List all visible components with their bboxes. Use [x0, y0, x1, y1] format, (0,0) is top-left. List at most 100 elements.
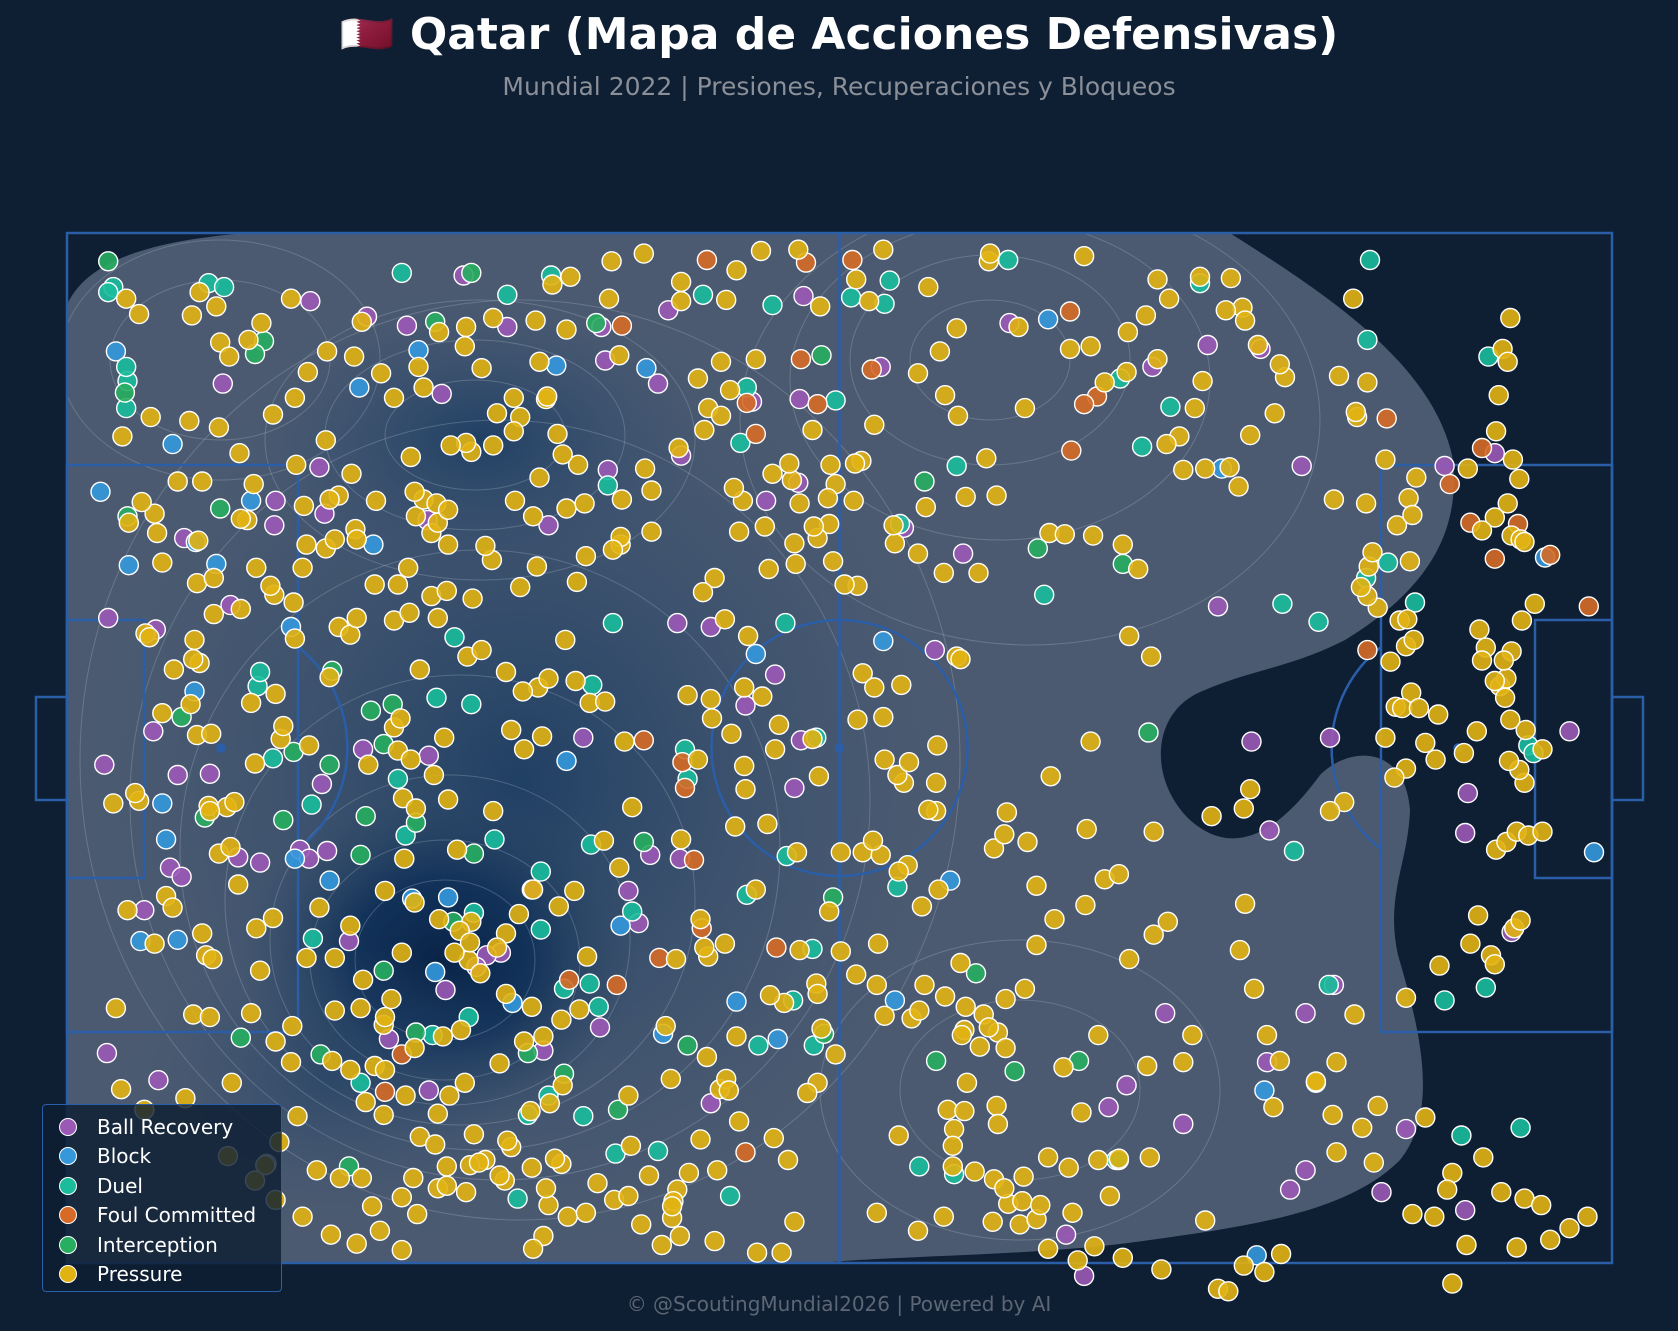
point-pressure — [526, 556, 548, 577]
point-pressure — [557, 1206, 578, 1227]
point-pressure — [1017, 831, 1038, 853]
point-block — [90, 481, 111, 502]
point-pressure — [221, 1072, 243, 1094]
point-interception — [965, 963, 987, 984]
point-pressure — [1243, 978, 1265, 999]
point-pressure — [535, 1178, 557, 1199]
point-pressure — [1460, 933, 1481, 954]
point-pressure — [918, 276, 939, 298]
point-pressure — [265, 1031, 286, 1052]
point-pressure — [1532, 739, 1553, 760]
point-block — [556, 750, 577, 772]
point-duel — [579, 973, 600, 994]
point-pressure — [428, 321, 450, 343]
point-pressure — [229, 443, 250, 464]
point-interception — [1138, 722, 1159, 743]
point-pressure — [1037, 1147, 1059, 1168]
point-pressure — [1127, 558, 1149, 580]
point-pressure — [1234, 893, 1256, 914]
point-pressure — [700, 688, 721, 710]
point-block — [240, 490, 262, 511]
point-pressure — [521, 1157, 542, 1178]
legend-label: Interception — [97, 1232, 218, 1257]
point-pressure — [1076, 818, 1097, 840]
point-pressure — [1156, 433, 1177, 455]
point-pressure — [163, 659, 185, 680]
point-ball-recovery — [755, 490, 777, 511]
point-pressure — [513, 739, 535, 760]
point-pressure — [934, 986, 956, 1007]
point-pressure — [888, 1125, 909, 1146]
point-pressure — [103, 793, 124, 814]
point-duel — [909, 1156, 930, 1177]
point-pressure — [1239, 779, 1261, 800]
point-pressure — [745, 879, 766, 900]
point-pressure — [737, 625, 759, 647]
point-pressure — [696, 1046, 718, 1068]
point-pressure — [1182, 1024, 1203, 1046]
point-pressure — [454, 336, 475, 357]
point-pressure — [1088, 1149, 1109, 1171]
point-pressure — [282, 1015, 303, 1037]
point-ball-recovery — [1457, 782, 1479, 804]
point-pressure — [539, 1093, 560, 1114]
point-block — [162, 433, 183, 455]
point-pressure — [950, 952, 971, 974]
point-block — [152, 793, 173, 814]
point-duel — [602, 612, 624, 634]
point-block — [767, 1028, 788, 1050]
point-pressure — [459, 932, 481, 953]
point-pressure — [1323, 489, 1345, 510]
left-goal — [34, 695, 69, 802]
point-pressure — [789, 939, 810, 961]
point-interception — [463, 843, 485, 864]
point-pressure — [1424, 1206, 1445, 1227]
point-foul-committed — [1484, 548, 1506, 569]
point-pressure — [1112, 1247, 1134, 1269]
point-foul-committed — [374, 1081, 396, 1103]
point-pressure — [1442, 1273, 1463, 1294]
point-pressure — [409, 659, 430, 680]
point-pressure — [1014, 397, 1036, 419]
point-ball-recovery — [435, 979, 456, 1001]
point-pressure — [522, 879, 544, 900]
point-pressure — [1118, 948, 1140, 970]
point-pressure — [444, 942, 465, 963]
point-pressure — [1270, 1243, 1292, 1265]
point-pressure — [1498, 750, 1520, 772]
point-pressure — [1500, 709, 1521, 730]
point-pressure — [1139, 1147, 1161, 1168]
legend-item-duel: Duel — [59, 1171, 281, 1201]
point-ball-recovery — [1154, 1003, 1176, 1024]
point-pressure — [251, 312, 272, 334]
point-pressure — [440, 435, 461, 456]
point-pressure — [522, 1238, 544, 1260]
point-interception — [677, 1035, 698, 1056]
point-pressure — [1026, 934, 1047, 956]
point-pressure — [883, 515, 904, 536]
point-pressure — [436, 1156, 457, 1177]
point-duel — [1434, 990, 1455, 1011]
point-duel — [647, 1140, 669, 1162]
point-pressure — [1532, 821, 1553, 842]
point-pressure — [633, 243, 654, 264]
point-pressure — [475, 535, 496, 557]
point-ball-recovery — [1291, 455, 1312, 477]
point-duel — [597, 475, 618, 496]
point-pressure — [1506, 1237, 1527, 1258]
point-pressure — [1116, 361, 1137, 383]
point-pressure — [265, 683, 286, 705]
chart-title: 🇶🇦 Qatar (Mapa de Acciones Defensivas) — [339, 9, 1339, 60]
point-pressure — [1136, 1055, 1158, 1077]
point-pressure — [1328, 365, 1350, 387]
point-pressure — [361, 1196, 383, 1217]
point-pressure — [1488, 385, 1509, 406]
point-pressure — [369, 1220, 391, 1242]
point-duel — [461, 694, 482, 715]
point-pressure — [1233, 1255, 1255, 1276]
legend-item-pressure: Pressure — [59, 1260, 281, 1290]
point-ball-recovery — [1454, 822, 1476, 844]
point-pressure — [188, 530, 209, 551]
point-block — [425, 961, 446, 983]
point-duel — [998, 249, 1019, 271]
